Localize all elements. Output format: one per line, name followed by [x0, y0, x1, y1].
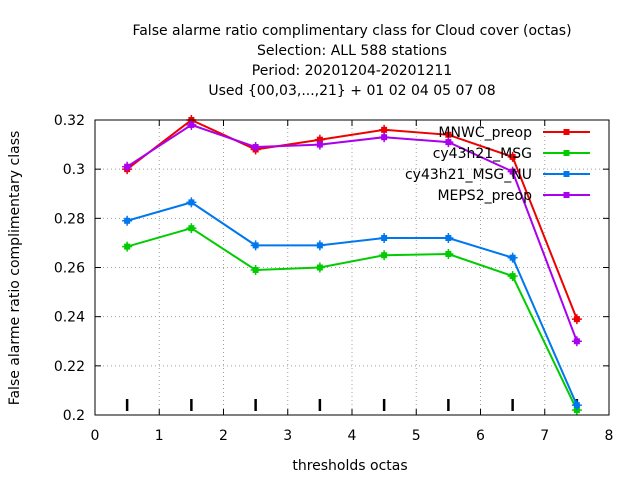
legend-label: MNWC_preop [438, 125, 532, 141]
y-tick-label: 0.26 [54, 261, 85, 277]
legend-marker [563, 192, 570, 198]
series-cy43h21_MSG [122, 223, 582, 416]
series-cy43h21_MSG_NU [122, 197, 582, 411]
y-tick-label: 0.22 [54, 359, 85, 375]
chart-title: False alarme ratio complimentary class f… [132, 23, 571, 99]
legend-item: cy43h21_MSG [433, 146, 590, 162]
x-tick-label: 3 [283, 428, 292, 444]
y-tick-label: 0.3 [63, 162, 85, 178]
x-tick-label: 8 [605, 428, 614, 444]
y-tick-label: 0.28 [54, 211, 85, 227]
x-tick-label: 4 [348, 428, 357, 444]
legend-marker [563, 171, 570, 177]
y-tick-label: 0.32 [54, 113, 85, 129]
legend-label: cy43h21_MSG_NU [405, 167, 532, 183]
plot-frame [94, 119, 610, 416]
legend-marker [563, 129, 570, 135]
title-line-2: Selection: ALL 588 stations [257, 43, 447, 59]
x-tick-label: 2 [219, 428, 228, 444]
legend-item: MNWC_preop [438, 125, 590, 141]
legend-item: MEPS2_preop [437, 188, 590, 204]
y-tick-label: 0.2 [63, 408, 85, 424]
title-line-1: False alarme ratio complimentary class f… [132, 23, 571, 39]
series-line [126, 201, 578, 406]
series-line [126, 123, 578, 342]
y-axis-label: False alarme ratio complimentary class [7, 131, 23, 406]
x-axis-label: thresholds octas [292, 458, 407, 474]
title-line-4: Used {00,03,...,21} + 01 02 04 05 07 08 [208, 83, 495, 99]
series-line [126, 227, 578, 411]
y-tick-label: 0.24 [54, 310, 85, 326]
axis-tick-labels: 0.2 0.22 0.24 0.26 0.28 0.3 0.32 0 1 2 3 4 5 6 7 8 [54, 113, 614, 444]
threshold-marks [125, 399, 579, 411]
x-tick-label: 7 [540, 428, 549, 444]
legend-marker [563, 150, 570, 156]
x-tick-label: 0 [91, 428, 100, 444]
legend-label: cy43h21_MSG [433, 146, 532, 162]
legend-item: cy43h21_MSG_NU [405, 167, 590, 183]
series-line [126, 118, 578, 320]
title-line-3: Period: 20201204-20201211 [252, 63, 452, 79]
x-tick-label: 6 [476, 428, 485, 444]
grid [95, 120, 609, 415]
series-MEPS2_preop [122, 119, 582, 347]
x-tick-label: 5 [412, 428, 421, 444]
x-tick-label: 1 [155, 428, 164, 444]
legend-label: MEPS2_preop [437, 188, 532, 204]
legend: MNWC_preop cy43h21_MSG cy43h21_MSG_NU MEPS2… [405, 125, 590, 204]
